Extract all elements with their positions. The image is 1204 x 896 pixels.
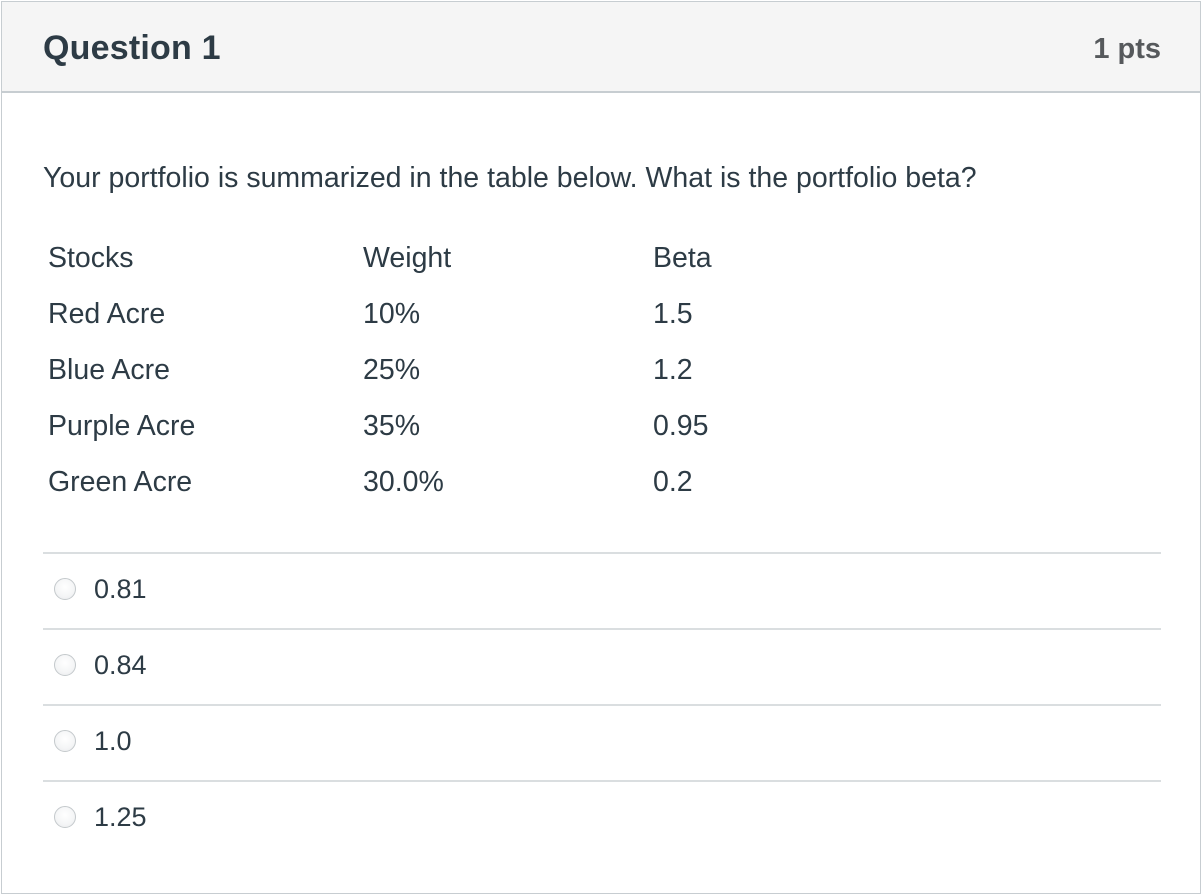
table-cell: 10% (363, 297, 421, 330)
radio-button[interactable] (54, 654, 76, 676)
question-title: Question 1 (43, 29, 221, 67)
answer-label[interactable]: 1.0 (94, 726, 132, 756)
radio-button[interactable] (54, 578, 76, 600)
answer-option[interactable]: 1.0 (43, 704, 1161, 780)
answer-label[interactable]: 0.84 (94, 650, 147, 680)
table-row: Purple Acre 35% 0.95 (48, 398, 853, 454)
table-header-row: Stocks Weight Beta (48, 230, 853, 286)
table-row: Red Acre 10% 1.5 (48, 286, 853, 342)
table-row: Blue Acre 25% 1.2 (48, 342, 853, 398)
answer-option[interactable]: 0.84 (43, 628, 1161, 704)
table-header-cell: Beta (653, 241, 712, 274)
portfolio-table: Stocks Weight Beta Red Acre 10% 1.5 Blue… (48, 230, 853, 510)
table-cell: 30.0% (363, 465, 444, 498)
answer-list: 0.81 0.84 1.0 1.25 (43, 552, 1161, 856)
question-points: 1 pts (1093, 33, 1161, 65)
table-cell: 0.95 (653, 409, 709, 442)
answer-label[interactable]: 1.25 (94, 802, 147, 832)
table-header-cell: Stocks (48, 241, 134, 274)
table-cell: 35% (363, 409, 421, 442)
table-header-cell: Weight (363, 241, 452, 274)
table-cell: Green Acre (48, 465, 193, 498)
table-cell: 1.2 (653, 353, 693, 386)
radio-button[interactable] (54, 730, 76, 752)
answer-option[interactable]: 0.81 (43, 552, 1161, 628)
table-cell: 25% (363, 353, 421, 386)
table-cell: 1.5 (653, 297, 693, 330)
table-cell: Purple Acre (48, 409, 196, 442)
answer-label[interactable]: 0.81 (94, 574, 147, 604)
question-header: Question 1 1 pts (2, 2, 1200, 93)
table-cell: Blue Acre (48, 353, 170, 386)
question-text: Your portfolio is summarized in the tabl… (43, 162, 977, 194)
table-cell: Red Acre (48, 297, 166, 330)
table-cell: 0.2 (653, 465, 693, 498)
answer-option[interactable]: 1.25 (43, 780, 1161, 856)
radio-button[interactable] (54, 806, 76, 828)
table-row: Green Acre 30.0% 0.2 (48, 454, 853, 510)
